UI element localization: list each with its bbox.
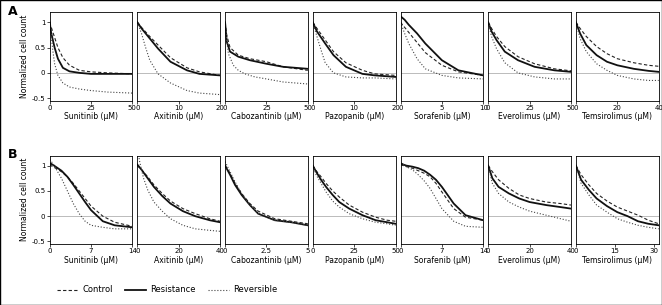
X-axis label: Everolimus (μM): Everolimus (μM): [498, 256, 561, 264]
X-axis label: Cabozantinib (μM): Cabozantinib (μM): [231, 112, 302, 121]
X-axis label: Pazopanib (μM): Pazopanib (μM): [324, 256, 384, 264]
Text: B: B: [8, 149, 18, 161]
Legend: Control, Resistance, Reversible: Control, Resistance, Reversible: [54, 282, 281, 298]
X-axis label: Pazopanib (μM): Pazopanib (μM): [324, 112, 384, 121]
X-axis label: Sorafenib (μM): Sorafenib (μM): [414, 256, 470, 264]
X-axis label: Sunitinib (μM): Sunitinib (μM): [64, 256, 118, 264]
Text: A: A: [8, 5, 18, 18]
X-axis label: Axitinib (μM): Axitinib (μM): [154, 256, 203, 264]
Y-axis label: Normalized cell count: Normalized cell count: [20, 15, 29, 98]
X-axis label: Sorafenib (μM): Sorafenib (μM): [414, 112, 470, 121]
X-axis label: Cabozantinib (μM): Cabozantinib (μM): [231, 256, 302, 264]
X-axis label: Axitinib (μM): Axitinib (μM): [154, 112, 203, 121]
X-axis label: Sunitinib (μM): Sunitinib (μM): [64, 112, 118, 121]
X-axis label: Temsirolimus (μM): Temsirolimus (μM): [583, 112, 652, 121]
X-axis label: Everolimus (μM): Everolimus (μM): [498, 112, 561, 121]
Y-axis label: Normalized cell count: Normalized cell count: [20, 158, 29, 242]
X-axis label: Temsirolimus (μM): Temsirolimus (μM): [583, 256, 652, 264]
